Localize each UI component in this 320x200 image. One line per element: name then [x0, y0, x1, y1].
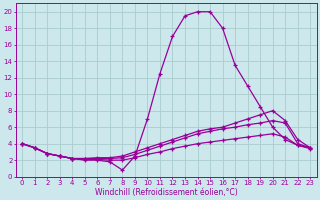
X-axis label: Windchill (Refroidissement éolien,°C): Windchill (Refroidissement éolien,°C): [95, 188, 238, 197]
